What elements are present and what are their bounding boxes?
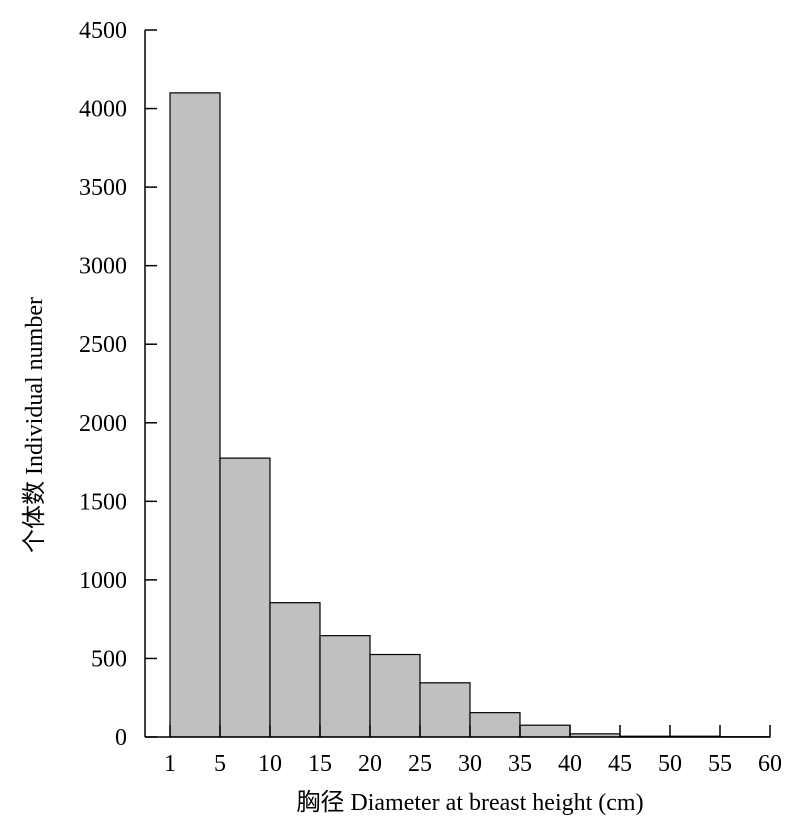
x-ticks-group: 1 5 10 15 20 25 30 35 40 45 50 55 60: [164, 725, 782, 777]
x-tick-label: 60: [758, 751, 782, 777]
x-axis-title: 胸径 Diameter at breast height (cm): [296, 789, 643, 816]
y-tick-label: 3500: [79, 175, 127, 201]
y-tick-label: 4500: [79, 18, 127, 44]
x-tick-label: 20: [358, 751, 382, 777]
bars-group: [169, 92, 771, 738]
y-tick-label: 4000: [79, 97, 127, 123]
y-tick-label: 2500: [79, 332, 127, 358]
histogram-bar: [419, 682, 471, 738]
y-tick-label: 1000: [79, 568, 127, 594]
x-tick-label: 15: [308, 751, 332, 777]
x-tick-label: 5: [214, 751, 226, 777]
y-tick-label: 3000: [79, 254, 127, 280]
x-tick-label: 1: [164, 751, 176, 777]
x-tick-label: 35: [508, 751, 532, 777]
y-axis-title: 个体数 Individual number: [21, 297, 48, 553]
histogram-bar: [169, 92, 221, 738]
histogram-bar: [369, 653, 421, 738]
x-tick-label: 30: [458, 751, 482, 777]
histogram-bar: [519, 724, 571, 738]
y-tick-label: 0: [115, 725, 127, 751]
x-tick-label: 40: [558, 751, 582, 777]
x-tick-label: 25: [408, 751, 432, 777]
y-tick-label: 2000: [79, 411, 127, 437]
x-tick-label: 10: [258, 751, 282, 777]
histogram-bar: [269, 602, 321, 738]
histogram-bar: [469, 712, 521, 738]
y-tick-label: 1500: [79, 489, 127, 515]
x-tick-label: 55: [708, 751, 732, 777]
x-tick-label: 45: [608, 751, 632, 777]
histogram-bar: [219, 457, 271, 738]
x-tick-label: 50: [658, 751, 682, 777]
y-ticks-group: 0 500 1000 1500 2000 2500 3000 3500 4000 4500: [79, 18, 157, 751]
y-tick-label: 500: [91, 646, 127, 672]
histogram-bar: [319, 635, 371, 738]
axes-group: [144, 30, 770, 738]
